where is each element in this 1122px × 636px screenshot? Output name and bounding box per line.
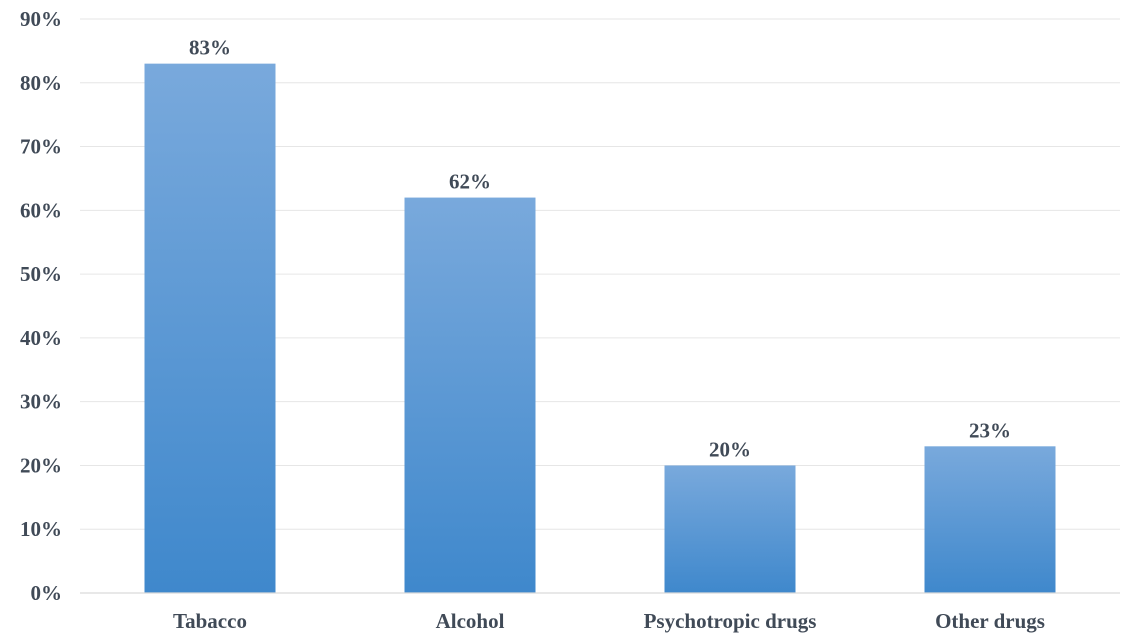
x-tick-label-alcohol: Alcohol [436,609,505,633]
y-tick-label-40: 40% [20,326,62,350]
y-tick-label-80: 80% [20,71,62,95]
bar-alcohol [404,197,536,594]
x-tick-label-other-drugs: Other drugs [935,609,1045,633]
data-labels: 83% 62% 20% 23% [189,36,1011,462]
x-tick-label-tabacco: Tabacco [173,609,247,633]
x-axis-tick-labels: Tabacco Alcohol Psychotropic drugs Other dr… [173,609,1045,633]
bars [144,63,1056,594]
bar-tabacco [144,63,276,593]
y-tick-label-60: 60% [20,198,62,222]
data-label-psychotropic-drugs: 20% [709,437,751,461]
y-tick-label-90: 90% [20,7,62,31]
bar-psychotropic-drugs [664,465,796,593]
y-tick-label-50: 50% [20,262,62,286]
y-axis-tick-labels: 0% 10% 20% 30% 40% 50% 60% 70% 80% 90% [20,7,62,605]
y-tick-label-70: 70% [20,135,62,159]
y-tick-label-30: 30% [20,390,62,414]
data-label-alcohol: 62% [449,170,491,194]
data-label-other-drugs: 23% [969,418,1011,442]
y-tick-label-10: 10% [20,517,62,541]
y-tick-label-0: 0% [31,581,63,605]
y-tick-label-20: 20% [20,453,62,477]
bar-other-drugs [924,446,1056,593]
data-label-tabacco: 83% [189,36,231,60]
x-tick-label-psychotropic-drugs: Psychotropic drugs [644,609,817,633]
